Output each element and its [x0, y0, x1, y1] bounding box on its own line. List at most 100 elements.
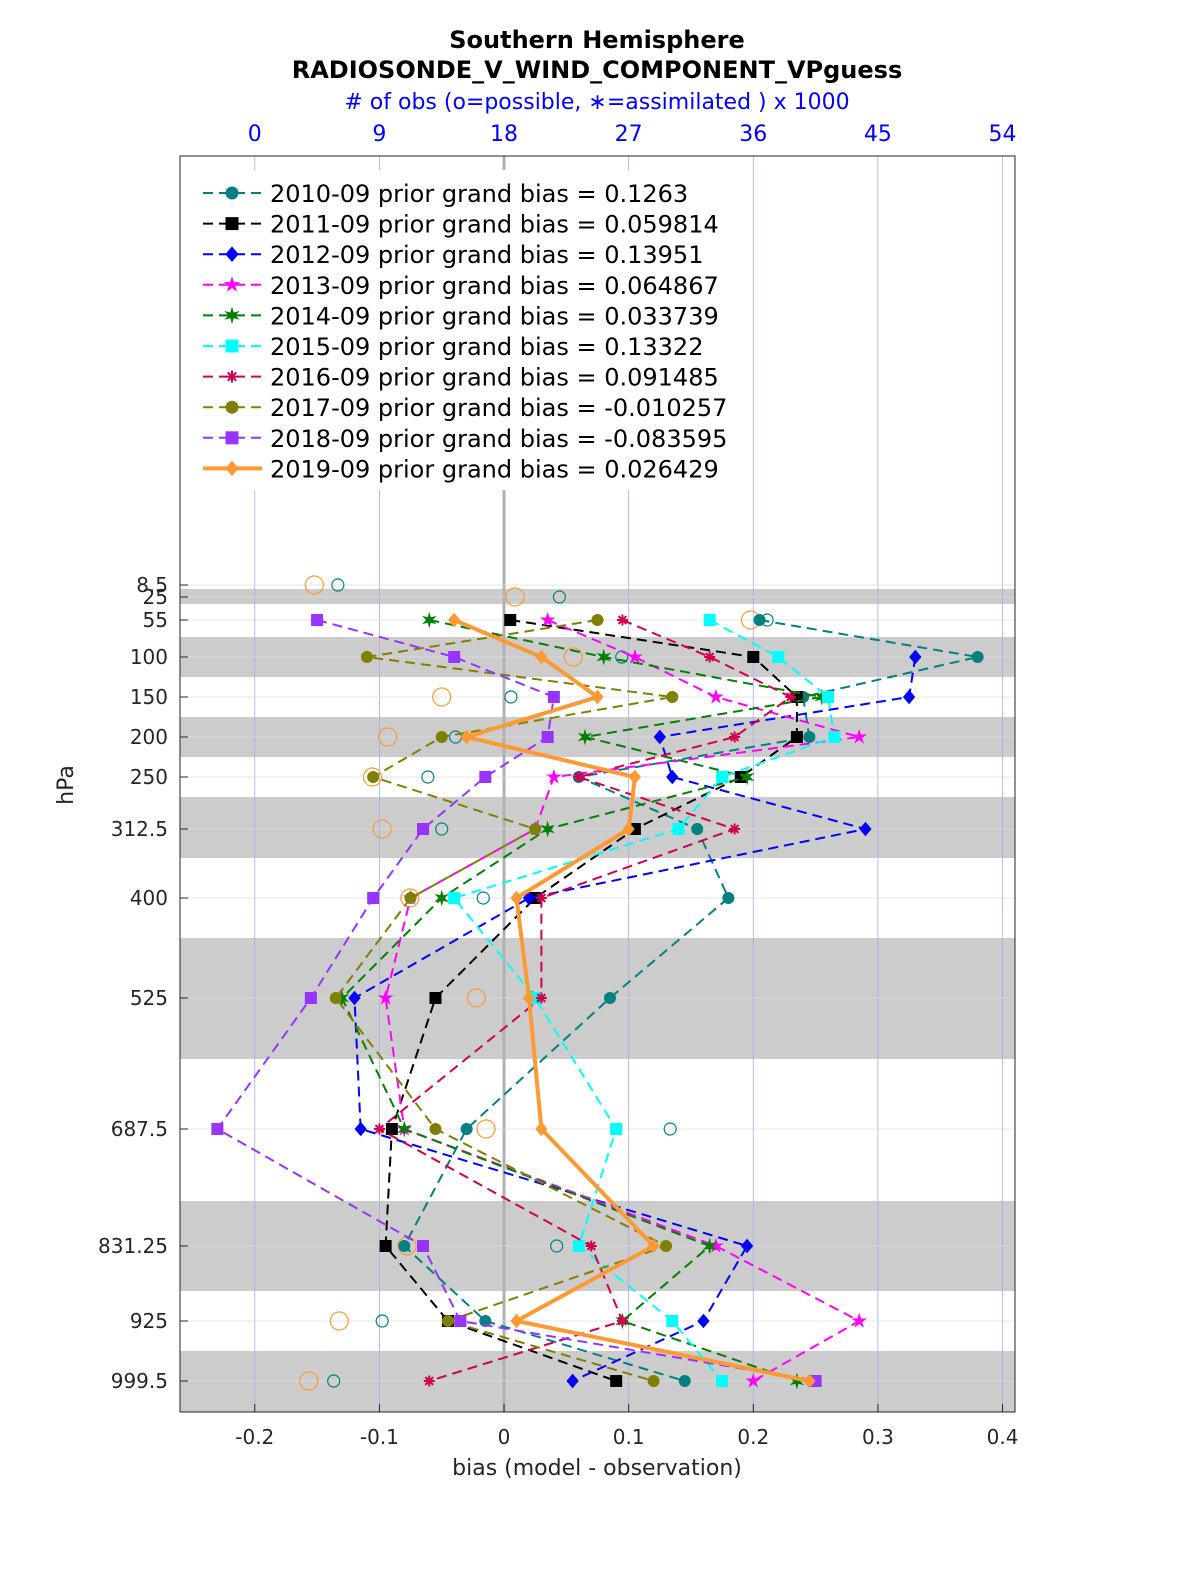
legend-marker-0 [225, 186, 239, 200]
series-6-point-9 [585, 1240, 597, 1252]
series-4-point-3 [577, 728, 593, 746]
x-axis-ticks: -0.2 -0.1 0 0.1 0.2 0.3 0.4 [235, 1404, 1018, 1449]
series-1-point-7 [429, 992, 442, 1004]
series-4-point-9 [702, 1237, 717, 1255]
y-tick-label-0: 8.5 [136, 573, 168, 597]
legend-marker-6 [226, 370, 238, 383]
x-tick-label-1: -0.1 [360, 1425, 399, 1449]
obs-possible-21 [476, 1119, 496, 1139]
legend-marker-3 [223, 276, 241, 292]
series-7-point-7 [329, 992, 342, 1004]
series-7-point-6 [404, 892, 417, 904]
x-tick-label-6: 0.4 [987, 1425, 1019, 1449]
x-axis-label: bias (model - observation) [452, 1456, 742, 1481]
series-0 [398, 614, 984, 1387]
series-0-point-10 [479, 1315, 492, 1327]
series-6-point-6 [535, 892, 547, 904]
legend-marker-4 [224, 306, 240, 325]
obs-possible-13 [362, 767, 383, 787]
series-1-point-11 [610, 1375, 623, 1387]
series-5-point-11 [716, 1375, 729, 1387]
chart-subtitle: RADIOSONDE_V_WIND_COMPONENT_VPguess [292, 56, 903, 84]
series-2-point-3 [666, 769, 679, 785]
legend-entry-5: 2015-09 prior grand bias = 0.13322 [203, 333, 703, 361]
series-5-point-9 [572, 1240, 585, 1252]
series-9-point-5 [622, 821, 635, 837]
series-7-point-11 [647, 1375, 660, 1387]
series-4-point-4 [739, 768, 755, 786]
series-6-point-10 [616, 1315, 628, 1327]
series-lines [211, 611, 984, 1390]
series-3-point-3 [851, 728, 867, 744]
obs-possible-27 [299, 1371, 319, 1391]
series-0-point-7 [603, 992, 616, 1004]
series-0-point-1 [971, 651, 984, 663]
series-5-point-0 [703, 614, 716, 626]
legend-entry-6: 2016-09 prior grand bias = 0.091485 [203, 364, 719, 392]
series-8-point-1 [448, 651, 461, 663]
top-tick-label-5: 45 [864, 122, 892, 147]
series-line-6 [377, 619, 793, 1382]
legend-entry-8: 2018-09 prior grand bias = -0.083595 [203, 425, 727, 453]
series-9-point-10 [510, 1313, 523, 1329]
obs-possible-16 [476, 891, 490, 905]
series-1-point-1 [747, 651, 760, 663]
top-tick-label-2: 18 [490, 122, 518, 147]
series-9-point-4 [628, 769, 642, 785]
series-9-point-2 [591, 689, 604, 705]
y-tick-label-1: 25 [143, 585, 168, 609]
obs-possible-3 [505, 587, 525, 607]
obs-possible-17 [400, 888, 420, 908]
obs-possible-14 [435, 822, 449, 836]
legend-label-9: 2019-09 prior grand bias = 0.026429 [270, 455, 719, 483]
series-4-point-1 [596, 648, 612, 666]
legend-entry-7: 2017-09 prior grand bias = -0.010257 [203, 394, 727, 422]
legend-entry-4: 2014-09 prior grand bias = 0.033739 [203, 302, 719, 330]
series-6-point-11 [423, 1375, 435, 1387]
series-5-point-3 [828, 731, 841, 743]
series-9-point-0 [448, 612, 461, 628]
y-tick-label-2: 55 [143, 608, 168, 632]
legend-label-0: 2010-09 prior grand bias = 0.1263 [270, 180, 688, 208]
plot-frame [179, 155, 1016, 1413]
series-6-point-4 [573, 771, 585, 783]
series-9 [448, 612, 816, 1389]
series-4-point-6 [434, 889, 449, 907]
y-tick-label-13: 999.5 [111, 1369, 168, 1393]
legend-box [190, 170, 750, 490]
series-line-8 [215, 619, 816, 1382]
series-2-point-2 [653, 729, 666, 745]
legend-marker-8 [225, 431, 239, 445]
series-5-point-6 [448, 892, 461, 904]
series-8-point-9 [417, 1240, 430, 1252]
level-band-4 [180, 938, 1015, 1059]
top-tick-label-4: 36 [739, 122, 767, 147]
series-8 [211, 614, 822, 1387]
series-8-point-2 [547, 691, 560, 703]
legend-entry-3: 2013-09 prior grand bias = 0.064867 [203, 272, 719, 300]
x-tick-label-4: 0.2 [737, 1425, 769, 1449]
series-3-point-4 [546, 768, 562, 784]
series-2-point-1 [902, 689, 916, 705]
legend-label-1: 2011-09 prior grand bias = 0.059814 [270, 211, 719, 239]
series-5-point-1 [772, 651, 785, 663]
series-0-point-6 [722, 892, 735, 904]
series-6-point-2 [785, 691, 797, 703]
series-4-point-0 [421, 611, 437, 629]
series-6-point-0 [616, 614, 628, 626]
legend-label-7: 2017-09 prior grand bias = -0.010257 [270, 394, 727, 422]
series-line-1 [384, 619, 798, 1382]
legend-marker-9 [225, 460, 239, 477]
series-0-point-11 [678, 1375, 691, 1387]
y-tick-label-3: 100 [130, 645, 168, 669]
series-5-point-5 [672, 823, 685, 835]
obs-possible-9 [432, 687, 452, 707]
series-8-point-8 [211, 1123, 224, 1135]
series-3-point-2 [708, 688, 724, 704]
level-band-0 [180, 589, 1015, 604]
series-2-point-8 [740, 1238, 754, 1254]
series-9-point-8 [535, 1121, 548, 1137]
series-9-point-6 [510, 890, 523, 906]
y-tick-label-11: 831.25 [98, 1234, 168, 1258]
series-9-point-1 [535, 649, 548, 665]
